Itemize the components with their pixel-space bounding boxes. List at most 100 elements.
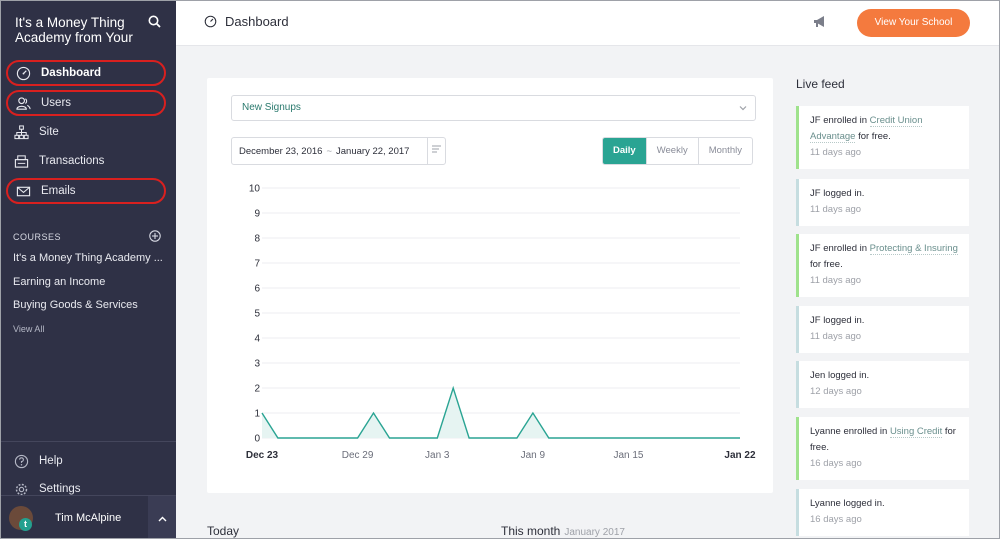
chevron-up-icon: [158, 509, 167, 527]
speedometer-icon: [14, 64, 32, 82]
users-icon: [14, 94, 32, 112]
series-line: [261, 385, 740, 439]
feed-time: 11 days ago: [810, 147, 862, 158]
envelope-icon: [14, 182, 32, 200]
nav-settings[interactable]: Settings: [6, 476, 166, 502]
period-daily[interactable]: Daily: [603, 138, 646, 164]
feed-item: JF enrolled in Credit Union Advantage fo…: [796, 106, 969, 169]
feed-time: 11 days ago: [810, 204, 862, 215]
view-all-courses-link[interactable]: View All: [13, 324, 45, 334]
feed-text: JF enrolled in Protecting & Insuring for…: [810, 243, 958, 270]
x-tick-label: Jan 3: [425, 450, 450, 461]
sitemap-icon: [12, 123, 30, 141]
avatar-badge: t: [19, 517, 32, 531]
feed-action: JF enrolled in: [810, 115, 870, 126]
y-tick-label: 7: [254, 259, 260, 270]
nav-label: Site: [39, 126, 59, 138]
feed-suffix: for free.: [810, 259, 843, 270]
feed-time: 16 days ago: [810, 458, 862, 469]
live-feed-title: Live feed: [796, 77, 845, 91]
date-to[interactable]: January 22, 2017: [336, 145, 410, 157]
list-icon: [432, 145, 441, 157]
user-menu[interactable]: t Tim McAlpine: [0, 496, 176, 539]
feed-suffix: for free.: [810, 426, 956, 453]
feed-text: JF enrolled in Credit Union Advantage fo…: [810, 115, 923, 143]
nav-site[interactable]: Site: [6, 119, 166, 145]
courses-heading-label: COURSES: [13, 232, 62, 242]
today-heading: Today: [207, 524, 240, 538]
nav-label: Dashboard: [41, 67, 102, 79]
y-tick-label: 6: [254, 284, 260, 295]
y-tick-label: 8: [254, 234, 260, 245]
feed-item: Lyanne logged in. 16 days ago: [796, 489, 969, 536]
nav-users[interactable]: Users: [6, 90, 166, 116]
feed-item: Lyanne enrolled in Using Credit for free…: [796, 417, 969, 480]
nav-dashboard[interactable]: Dashboard: [6, 60, 166, 86]
nav-label: Transactions: [39, 155, 105, 167]
nav-emails[interactable]: Emails: [6, 178, 166, 204]
course-link[interactable]: Buying Goods & Services: [13, 299, 138, 311]
feed-course-link[interactable]: Using Credit: [889, 426, 943, 438]
search-icon[interactable]: [148, 15, 162, 29]
course-link[interactable]: It's a Money Thing Academy ...: [13, 252, 163, 264]
y-tick-label: 10: [249, 184, 261, 195]
feed-item: JF enrolled in Protecting & Insuring for…: [796, 234, 969, 297]
megaphone-icon[interactable]: [813, 15, 828, 34]
feed-suffix: for free.: [855, 131, 891, 142]
x-tick-label: Jan 9: [521, 450, 546, 461]
avatar: t: [9, 505, 33, 531]
period-toggle: Daily Weekly Monthly: [602, 137, 753, 165]
user-menu-toggle[interactable]: [148, 496, 176, 539]
nav-label: Emails: [41, 185, 76, 197]
sidebar-divider: [0, 495, 176, 496]
nav-label: Help: [39, 455, 63, 467]
speedometer-icon: [204, 15, 217, 28]
feed-time: 12 days ago: [810, 386, 862, 397]
feed-time: 11 days ago: [810, 331, 862, 342]
y-tick-label: 5: [254, 309, 260, 320]
nav-label: Users: [41, 97, 72, 109]
sidebar: It's a Money Thing Academy from Your Das…: [0, 0, 176, 539]
date-from[interactable]: December 23, 2016: [239, 145, 323, 157]
period-weekly[interactable]: Weekly: [645, 138, 698, 164]
date-range-picker[interactable]: December 23, 2016 ~ January 22, 2017: [231, 137, 446, 165]
top-bar: Dashboard View Your School: [176, 0, 1000, 46]
view-your-school-button[interactable]: View Your School: [857, 9, 970, 37]
chevron-down-icon: [739, 96, 747, 130]
nav-transactions[interactable]: Transactions: [6, 148, 166, 174]
y-tick-label: 9: [254, 209, 260, 220]
nav-help[interactable]: Help: [6, 448, 166, 474]
y-tick-label: 4: [254, 334, 260, 345]
y-tick-label: 2: [254, 384, 260, 395]
feed-action: Lyanne enrolled in: [810, 426, 890, 437]
feed-item: JF logged in. 11 days ago: [796, 179, 969, 226]
feed-text: Jen logged in.: [810, 370, 869, 381]
x-tick-label: Jan 15: [613, 450, 643, 461]
feed-text: JF logged in.: [810, 188, 864, 199]
date-presets-button[interactable]: [427, 138, 445, 164]
course-link[interactable]: Earning an Income: [13, 276, 106, 288]
this-month-sub: January 2017: [564, 527, 625, 538]
feed-course-link[interactable]: Protecting & Insuring: [869, 243, 958, 255]
period-monthly[interactable]: Monthly: [697, 138, 752, 164]
this-month-heading: This month January 2017: [501, 524, 625, 538]
x-tick-label: Dec 23: [246, 450, 279, 461]
feed-action: Jen logged in.: [810, 370, 870, 381]
signups-chart-card: New Signups December 23, 2016 ~ January …: [207, 78, 773, 493]
feed-item: Jen logged in. 12 days ago: [796, 361, 969, 408]
help-icon: [12, 452, 30, 470]
feed-action: JF logged in.: [810, 188, 865, 199]
add-course-icon[interactable]: [149, 230, 161, 244]
metric-select[interactable]: New Signups: [231, 95, 756, 121]
metric-select-value: New Signups: [242, 102, 301, 113]
user-name: Tim McAlpine: [55, 511, 122, 524]
school-name[interactable]: It's a Money Thing Academy from Your: [15, 15, 133, 45]
feed-course-link[interactable]: Credit Union Advantage: [810, 115, 923, 143]
feed-text: Lyanne enrolled in Using Credit for free…: [810, 426, 956, 453]
feed-text: JF logged in.: [810, 315, 864, 326]
feed-action: JF logged in.: [810, 315, 865, 326]
page-title: Dashboard: [204, 14, 289, 29]
feed-item: JF logged in. 11 days ago: [796, 306, 969, 353]
y-tick-label: 0: [254, 434, 260, 445]
gear-icon: [12, 480, 30, 498]
